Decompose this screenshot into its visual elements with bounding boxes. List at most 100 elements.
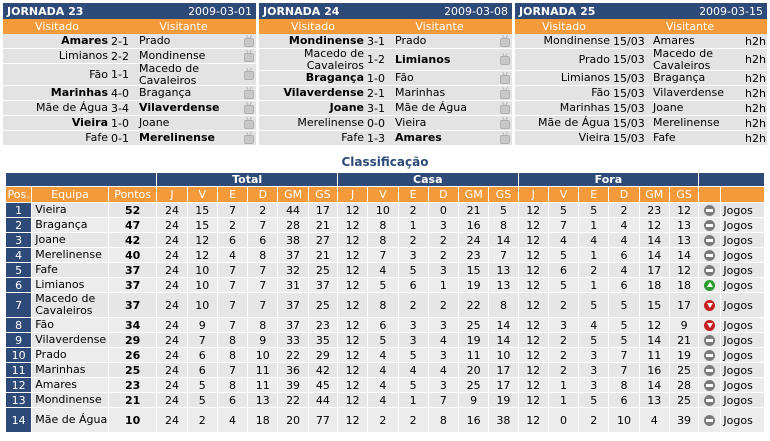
game-score[interactable]: 3-1 — [367, 34, 385, 48]
jogos-link[interactable]: Jogos — [720, 347, 765, 363]
home-team[interactable]: Limianos — [58, 49, 108, 62]
tv-icon-cell[interactable] — [242, 118, 256, 129]
tv-icon-cell[interactable] — [242, 69, 256, 80]
home-team[interactable]: Marinhas — [559, 101, 610, 114]
game-date[interactable]: 15/03 — [613, 86, 645, 100]
game-date[interactable]: 15/03 — [613, 71, 645, 85]
away-team[interactable]: Limianos — [395, 52, 451, 66]
team-name[interactable]: Merelinense — [31, 247, 109, 263]
away-team[interactable]: Joane — [653, 101, 684, 114]
team-name[interactable]: Mondinense — [31, 392, 109, 408]
jogos-link[interactable]: Jogos — [720, 407, 765, 433]
h2h-link[interactable]: h2h — [745, 131, 766, 145]
tv-icon-cell[interactable] — [498, 133, 512, 144]
away-team[interactable]: Amares — [395, 131, 442, 144]
tv-icon[interactable] — [500, 37, 510, 47]
h2h-link[interactable]: h2h — [745, 86, 766, 100]
home-team[interactable]: Merelinense — [297, 116, 364, 129]
home-team[interactable]: Mondinense — [543, 34, 610, 47]
away-team[interactable]: Fão — [395, 71, 414, 84]
home-team[interactable]: Marinhas — [50, 86, 108, 99]
game-score[interactable]: 1-3 — [367, 131, 385, 145]
tv-icon-cell[interactable] — [498, 36, 512, 47]
game-score[interactable]: 1-0 — [111, 116, 129, 130]
away-team[interactable]: Mãe de Água — [395, 101, 467, 114]
tv-icon-cell[interactable] — [242, 88, 256, 99]
away-team[interactable]: Fafe — [653, 131, 676, 144]
tv-icon[interactable] — [500, 74, 510, 84]
home-team[interactable]: Fafe — [341, 131, 364, 144]
tv-icon[interactable] — [500, 104, 510, 114]
team-name[interactable]: Bragança — [31, 217, 109, 233]
away-team[interactable]: Vieira — [395, 116, 427, 129]
home-team[interactable]: Fafe — [85, 131, 108, 144]
game-score[interactable]: 1-0 — [367, 71, 385, 85]
away-team[interactable]: Marinhas — [395, 86, 446, 99]
team-name[interactable]: Macedo de Cavaleiros — [31, 292, 109, 318]
game-date[interactable]: 15/03 — [613, 34, 645, 48]
game-score[interactable]: 1-2 — [367, 53, 385, 66]
game-score[interactable]: 2-1 — [111, 34, 129, 48]
game-score[interactable]: 0-1 — [111, 131, 129, 145]
jogos-link[interactable]: Jogos — [720, 232, 765, 248]
tv-icon-cell[interactable] — [242, 36, 256, 47]
tv-icon[interactable] — [244, 104, 254, 114]
game-score[interactable]: 2-1 — [367, 86, 385, 100]
away-team[interactable]: Merelinense — [653, 116, 720, 129]
home-team[interactable]: Fão — [89, 67, 108, 81]
game-date[interactable]: 15/03 — [613, 53, 645, 66]
home-team[interactable]: Joane — [329, 101, 364, 114]
tv-icon-cell[interactable] — [498, 118, 512, 129]
jogos-link[interactable]: Jogos — [720, 377, 765, 393]
tv-icon[interactable] — [500, 119, 510, 129]
home-team[interactable]: Prado — [578, 52, 610, 66]
team-name[interactable]: Limianos — [31, 277, 109, 293]
team-name[interactable]: Marinhas — [31, 362, 109, 378]
h2h-link[interactable]: h2h — [745, 53, 766, 66]
tv-icon-cell[interactable] — [498, 103, 512, 114]
away-team[interactable]: Macedo de Cavaleiros — [653, 46, 714, 72]
jogos-link[interactable]: Jogos — [720, 392, 765, 408]
team-name[interactable]: Joane — [31, 232, 109, 248]
game-date[interactable]: 15/03 — [613, 131, 645, 145]
home-team[interactable]: Macedo de Cavaleiros — [303, 46, 364, 72]
away-team[interactable]: Macedo de Cavaleiros — [139, 61, 200, 87]
game-date[interactable]: 15/03 — [613, 116, 645, 130]
game-date[interactable]: 15/03 — [613, 101, 645, 115]
home-team[interactable]: Bragança — [305, 71, 364, 84]
tv-icon[interactable] — [500, 134, 510, 144]
home-team[interactable]: Fão — [591, 86, 610, 99]
home-team[interactable]: Vilaverdense — [283, 86, 364, 99]
game-score[interactable]: 2-2 — [111, 49, 129, 63]
away-team[interactable]: Amares — [653, 34, 695, 47]
jogos-link[interactable]: Jogos — [720, 202, 765, 218]
tv-icon-cell[interactable] — [498, 88, 512, 99]
game-score[interactable]: 3-1 — [367, 101, 385, 115]
tv-icon[interactable] — [244, 89, 254, 99]
h2h-link[interactable]: h2h — [745, 34, 766, 48]
tv-icon-cell[interactable] — [242, 133, 256, 144]
away-team[interactable]: Vilaverdense — [139, 101, 220, 114]
tv-icon[interactable] — [500, 89, 510, 99]
jogos-link[interactable]: Jogos — [720, 332, 765, 348]
home-team[interactable]: Mondinense — [288, 34, 364, 47]
team-name[interactable]: Vieira — [31, 202, 109, 218]
away-team[interactable]: Prado — [395, 34, 427, 47]
h2h-link[interactable]: h2h — [745, 71, 766, 85]
team-name[interactable]: Fafe — [31, 262, 109, 278]
team-name[interactable]: Vilaverdense — [31, 332, 109, 348]
away-team[interactable]: Bragança — [653, 71, 706, 84]
jogos-link[interactable]: Jogos — [720, 277, 765, 293]
away-team[interactable]: Vilaverdense — [653, 86, 724, 99]
home-team[interactable]: Limianos — [560, 71, 610, 84]
h2h-link[interactable]: h2h — [745, 116, 766, 130]
game-score[interactable]: 0-0 — [367, 116, 385, 130]
team-name[interactable]: Prado — [31, 347, 109, 363]
away-team[interactable]: Merelinense — [139, 131, 215, 144]
away-team[interactable]: Mondinense — [139, 49, 206, 62]
tv-icon[interactable] — [244, 134, 254, 144]
tv-icon-cell[interactable] — [498, 54, 512, 65]
jogos-link[interactable]: Jogos — [720, 362, 765, 378]
team-name[interactable]: Fão — [31, 317, 109, 333]
jogos-link[interactable]: Jogos — [720, 262, 765, 278]
